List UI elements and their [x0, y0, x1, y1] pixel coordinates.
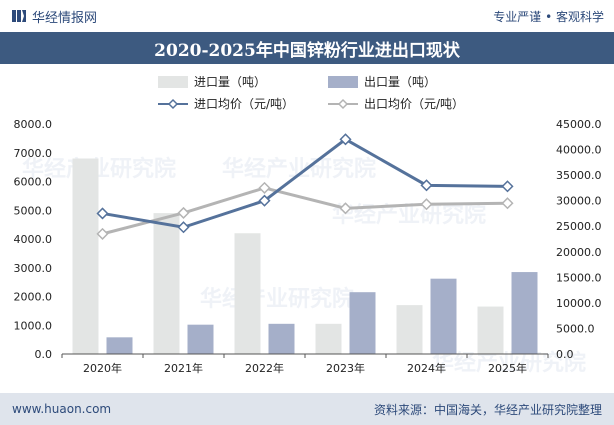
legend-swatch-1 — [328, 76, 358, 88]
legend-label-2: 进口均价（元/吨） — [194, 97, 294, 111]
website-link[interactable]: www.huaon.com — [12, 402, 112, 416]
x-tick-label: 2023年 — [326, 361, 365, 375]
import-volume-bar — [396, 305, 423, 354]
legend-label-3: 出口均价（元/吨） — [364, 97, 464, 111]
y-left-tick-label: 7000.0 — [14, 147, 53, 160]
export-volume-bar — [106, 337, 133, 354]
legend-label-0: 进口量（吨） — [194, 75, 266, 89]
x-tick-label: 2021年 — [164, 361, 203, 375]
x-tick-label: 2020年 — [83, 361, 122, 375]
y-right-tick-label: 10000.0 — [556, 297, 602, 310]
top-bar: 华经情报网 专业严谨 • 客观科学 — [0, 0, 614, 32]
brand: 华经情报网 — [12, 7, 97, 26]
y-left-tick-label: 8000.0 — [14, 118, 53, 131]
y-right-tick-label: 45000.0 — [556, 118, 602, 131]
import-price-line — [102, 137, 508, 229]
footer: www.huaon.com 资料来源：中国海关，华经产业研究院整理 — [0, 393, 614, 425]
source-note: 资料来源：中国海关，华经产业研究院整理 — [373, 402, 602, 417]
export-price-line — [102, 186, 508, 236]
import-price-point — [420, 179, 433, 192]
y-left-tick-label: 1000.0 — [14, 319, 53, 332]
y-left-tick-label: 2000.0 — [14, 291, 53, 304]
y-right-tick-label: 25000.0 — [556, 220, 602, 233]
export-price-point — [177, 206, 190, 219]
chart: 华经产业研究院 华经产业研究院华经产业研究院华经产业研究院华经产业研究院进口量（吨… — [14, 75, 602, 376]
import-price-point — [96, 207, 109, 220]
y-right-tick-label: 15000.0 — [556, 271, 602, 284]
import-price-point — [258, 194, 271, 207]
chart-title: 2020-2025年中国锌粉行业进出口现状 — [154, 40, 460, 61]
y-right-tick-label: 0.0 — [556, 348, 574, 361]
y-right-tick-label: 35000.0 — [556, 169, 602, 182]
export-price-point — [96, 227, 109, 240]
import-price-point — [501, 180, 514, 193]
legend-label-1: 出口量（吨） — [364, 75, 436, 89]
y-left-tick-label: 5000.0 — [14, 204, 53, 217]
export-volume-bar — [349, 292, 376, 354]
import-volume-bar — [477, 306, 504, 354]
export-price-point — [501, 197, 514, 210]
import-volume-bar — [153, 213, 180, 354]
brand-name: 华经情报网 — [32, 10, 98, 26]
y-left-tick-label: 6000.0 — [14, 176, 53, 189]
export-price-point — [420, 198, 433, 211]
export-price-point — [258, 181, 271, 194]
legend-swatch-0 — [158, 76, 188, 88]
import-price-point — [177, 221, 190, 234]
x-tick-label: 2022年 — [245, 361, 284, 375]
export-volume-bar — [511, 272, 538, 354]
export-volume-bar — [268, 323, 295, 354]
import-volume-bar — [315, 323, 342, 354]
brand-logo-icon — [12, 10, 26, 22]
watermark-text: 华经产业研究院 — [22, 156, 176, 182]
y-right-tick-label: 40000.0 — [556, 144, 602, 157]
import-price-point — [339, 133, 352, 146]
x-tick-label: 2024年 — [407, 361, 446, 375]
legend-marker-3 — [337, 98, 349, 110]
legend-marker-2 — [167, 98, 179, 110]
export-volume-bar — [187, 324, 214, 354]
import-volume-bar — [72, 158, 99, 354]
import-volume-bar — [234, 233, 261, 354]
y-left-tick-label: 0.0 — [35, 348, 53, 361]
y-right-tick-label: 30000.0 — [556, 195, 602, 208]
watermark-text: 华经产业研究院 — [222, 156, 376, 182]
tagline: 专业严谨 • 客观科学 — [493, 9, 604, 24]
y-right-tick-label: 20000.0 — [556, 246, 602, 259]
watermark-text: 华经产业研究院 — [200, 286, 354, 312]
y-left-tick-label: 4000.0 — [14, 233, 53, 246]
y-left-tick-label: 3000.0 — [14, 262, 53, 275]
export-price-point — [339, 202, 352, 215]
y-right-tick-label: 5000.0 — [556, 322, 595, 335]
export-volume-bar — [430, 278, 457, 354]
title-bar: 2020-2025年中国锌粉行业进出口现状 — [0, 32, 614, 64]
x-tick-label: 2025年 — [488, 361, 527, 375]
